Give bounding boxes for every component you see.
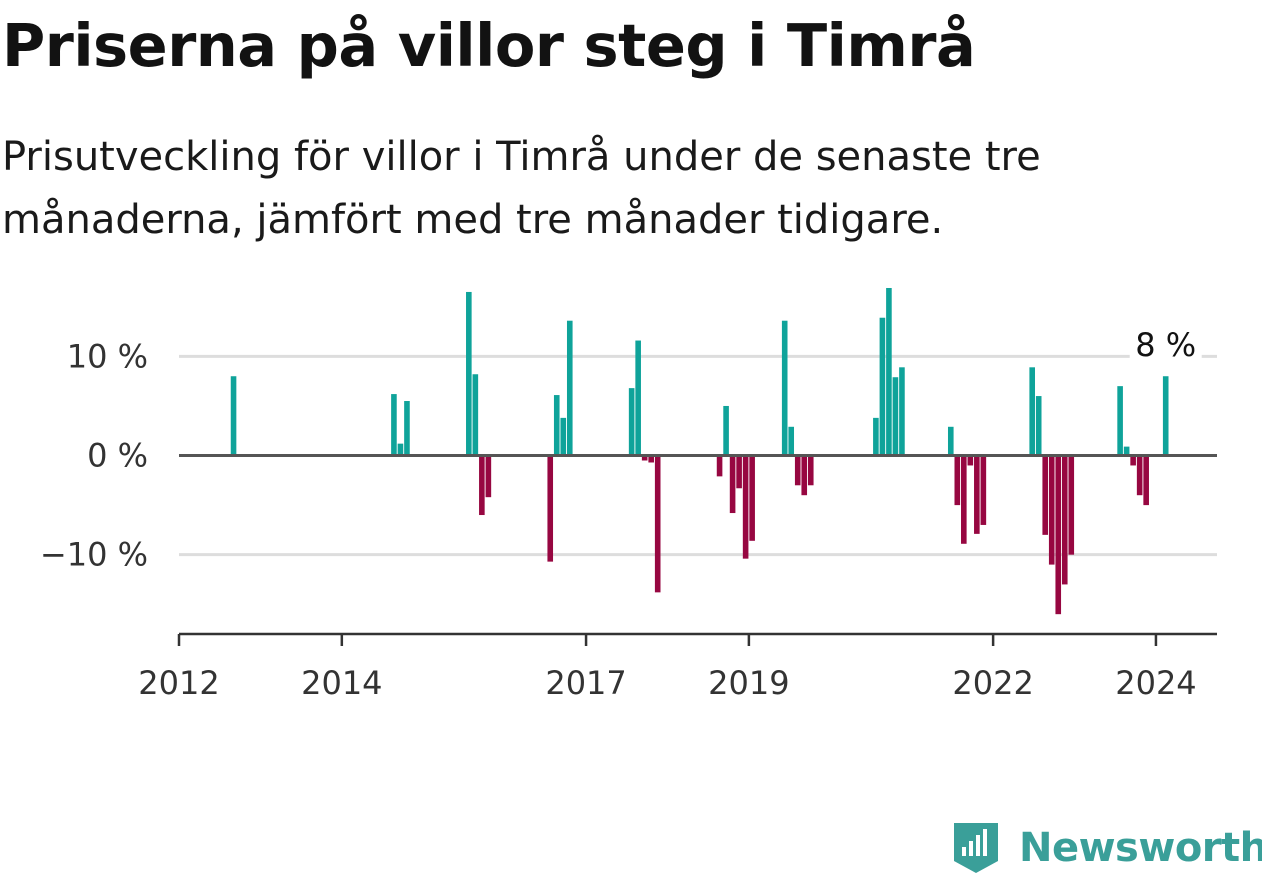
bar bbox=[974, 455, 980, 534]
newsworthy-logo-icon bbox=[954, 823, 998, 873]
bar bbox=[879, 317, 886, 456]
bar bbox=[1042, 455, 1049, 535]
bar bbox=[967, 455, 974, 466]
bar bbox=[553, 395, 560, 456]
bar bbox=[641, 455, 648, 461]
bar bbox=[736, 455, 742, 489]
bar bbox=[1055, 455, 1062, 615]
bar bbox=[466, 291, 472, 456]
bar bbox=[980, 455, 987, 525]
x-tick-label: 2024 bbox=[1115, 664, 1196, 702]
value-label-background bbox=[1129, 324, 1202, 365]
x-tick-label: 2019 bbox=[708, 664, 789, 702]
bar bbox=[566, 320, 573, 456]
bar bbox=[899, 367, 905, 456]
bar bbox=[729, 455, 736, 514]
bar bbox=[472, 374, 479, 456]
bar bbox=[230, 376, 237, 456]
bar bbox=[654, 455, 661, 593]
bar bbox=[716, 455, 723, 477]
bar bbox=[1130, 455, 1136, 466]
y-tick-label: −10 % bbox=[40, 536, 148, 574]
y-tick-label: 10 % bbox=[67, 337, 148, 375]
bar bbox=[1117, 386, 1123, 456]
chart-title: Priserna på villor steg i Timrå bbox=[2, 11, 976, 80]
bar bbox=[628, 388, 635, 456]
bar bbox=[1029, 367, 1035, 456]
x-tick-label: 2014 bbox=[301, 664, 382, 702]
bar bbox=[1048, 455, 1055, 565]
bar bbox=[560, 417, 567, 456]
bar bbox=[788, 426, 795, 456]
bar bbox=[794, 455, 801, 486]
bar bbox=[1143, 455, 1149, 506]
bar bbox=[1035, 396, 1042, 456]
bar bbox=[801, 455, 808, 496]
bar bbox=[807, 455, 814, 486]
x-tick-label: 2017 bbox=[545, 664, 626, 702]
last-value-label: 8 % bbox=[1135, 326, 1196, 364]
bars bbox=[230, 287, 1169, 615]
bar bbox=[781, 320, 788, 456]
y-tick-label: 0 % bbox=[87, 437, 148, 475]
newsworthy-logo: Newsworthy bbox=[951, 820, 1262, 876]
bar bbox=[648, 455, 654, 463]
bar bbox=[479, 455, 485, 516]
bar bbox=[1068, 455, 1075, 555]
bar bbox=[892, 377, 899, 456]
chart-subtitle: Prisutveckling för villor i Timrå under … bbox=[2, 134, 1041, 243]
bar bbox=[742, 455, 749, 559]
bar bbox=[391, 394, 397, 456]
bar bbox=[1162, 376, 1169, 456]
bar bbox=[485, 455, 492, 498]
labels: 10 % 0 % −10 % 2012 2014 2017 2019 2022 2024 8 % bbox=[40, 324, 1202, 702]
brand-name: Newsworthy bbox=[1019, 825, 1262, 871]
bar bbox=[886, 287, 892, 456]
bar bbox=[1123, 446, 1130, 456]
x-tick-label: 2022 bbox=[952, 664, 1033, 702]
bar bbox=[749, 455, 755, 541]
bar bbox=[547, 455, 554, 562]
bar bbox=[723, 405, 729, 456]
bar bbox=[1061, 455, 1068, 585]
bar bbox=[635, 340, 641, 456]
bar bbox=[1136, 455, 1143, 496]
bar bbox=[873, 417, 879, 456]
x-tick-label: 2012 bbox=[138, 664, 219, 702]
axes bbox=[177, 454, 1217, 646]
bar bbox=[947, 426, 954, 456]
bar bbox=[397, 443, 404, 456]
bar bbox=[404, 401, 410, 456]
bar bbox=[961, 455, 967, 544]
bar bbox=[954, 455, 961, 506]
gridlines bbox=[179, 354, 1217, 557]
